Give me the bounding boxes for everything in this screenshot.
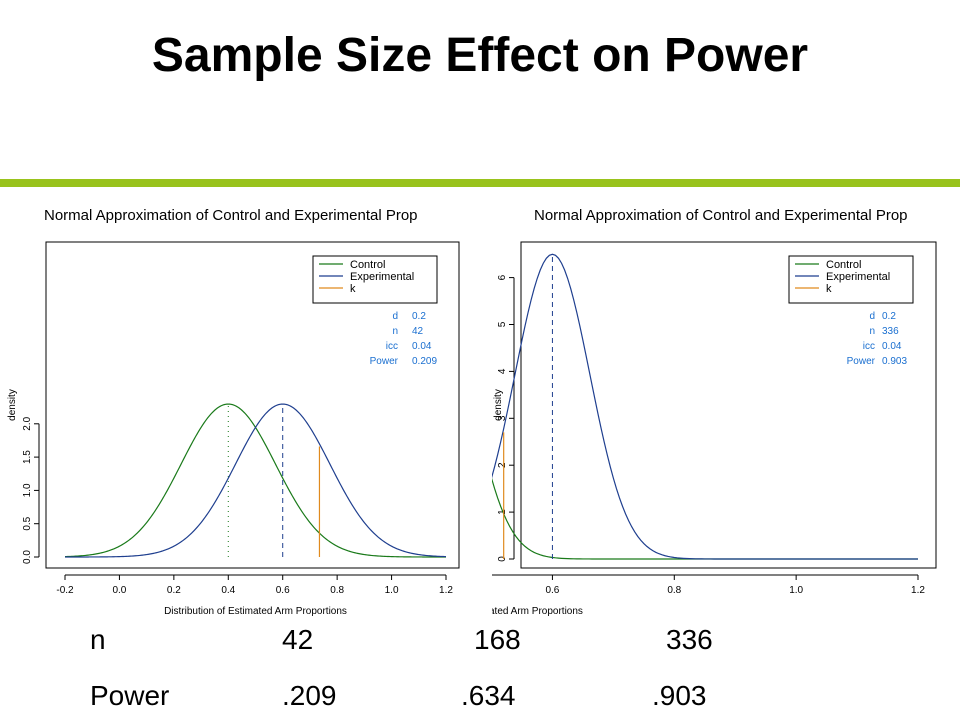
stat-label-icc: icc <box>386 341 398 352</box>
x-axis-label: Distribution of Estimated Arm Proportion… <box>164 606 347 617</box>
x-axis-label: Distribution of Estimated Arm Proportion… <box>492 606 583 617</box>
y-tick-label: 2 <box>497 462 508 468</box>
x-tick-label: 0.4 <box>221 585 235 596</box>
y-tick-label: 0 <box>497 556 508 562</box>
stat-value-d: 0.2 <box>412 311 426 322</box>
plot-frame <box>45 241 460 569</box>
stat-value-icc: 0.04 <box>412 341 432 352</box>
legend-label-experimental: Experimental <box>350 271 414 283</box>
legend-label-k: k <box>826 283 832 295</box>
legend-label-experimental: Experimental <box>826 271 890 283</box>
table-value-power-903: .903 <box>652 680 707 711</box>
x-tick-label: 1.2 <box>911 585 925 596</box>
x-tick-label: 0.8 <box>330 585 344 596</box>
table-value-n-42: 42 <box>282 624 314 655</box>
accent-divider <box>0 179 960 187</box>
x-tick-label: -0.2 <box>56 585 74 596</box>
slide-title: Sample Size Effect on Power <box>151 29 809 82</box>
plot-frame <box>520 241 937 569</box>
y-tick-label: 3 <box>497 415 508 421</box>
density-plot-n42: Normal Approximation of Control and Expe… <box>7 207 460 617</box>
stat-value-n: 336 <box>882 326 899 337</box>
x-tick-label: 0.8 <box>667 585 681 596</box>
y-tick-label: 4 <box>497 368 508 374</box>
table-label-n: n <box>90 624 106 655</box>
y-tick-label: 0.5 <box>22 516 33 530</box>
y-tick-label: 2.0 <box>22 416 33 430</box>
stat-label-n: n <box>392 326 398 337</box>
y-tick-label: 1.0 <box>22 483 33 497</box>
stat-value-icc: 0.04 <box>882 341 902 352</box>
chart-title: Normal Approximation of Control and Expe… <box>534 207 908 224</box>
density-plot-n336: Normal Approximation of Control and Expe… <box>492 207 937 617</box>
y-tick-label: 6 <box>497 274 508 280</box>
legend-label-control: Control <box>350 259 385 271</box>
legend-label-control: Control <box>826 259 861 271</box>
stat-label-power: Power <box>370 356 399 367</box>
chart-title: Normal Approximation of Control and Expe… <box>44 207 418 224</box>
stat-label-icc: icc <box>863 341 875 352</box>
density-curve-experimental <box>492 253 918 560</box>
table-value-n-168: 168 <box>474 624 521 655</box>
stat-label-power: Power <box>847 356 876 367</box>
legend-label-k: k <box>350 283 356 295</box>
stat-label-d: d <box>392 311 398 322</box>
y-axis-label: density <box>7 389 18 421</box>
y-axis-label: density <box>493 389 504 421</box>
x-tick-label: 0.6 <box>545 585 559 596</box>
stat-value-n: 42 <box>412 326 424 337</box>
x-tick-label: 0.0 <box>112 585 126 596</box>
stat-label-d: d <box>869 311 875 322</box>
x-tick-label: 1.2 <box>439 585 453 596</box>
stat-value-d: 0.2 <box>882 311 896 322</box>
x-tick-label: 0.6 <box>276 585 290 596</box>
y-tick-label: 5 <box>497 321 508 327</box>
table-value-n-336: 336 <box>666 624 713 655</box>
table-label-power: Power <box>90 680 170 711</box>
table-value-power-209: .209 <box>282 680 337 711</box>
x-tick-label: 1.0 <box>385 585 399 596</box>
stat-value-power: 0.209 <box>412 356 437 367</box>
x-tick-label: 1.0 <box>789 585 803 596</box>
stat-value-power: 0.903 <box>882 356 907 367</box>
stat-label-n: n <box>869 326 875 337</box>
y-tick-label: 1.5 <box>22 450 33 464</box>
density-curve-experimental <box>65 403 447 558</box>
table-value-power-634: .634 <box>461 680 516 711</box>
y-tick-label: 0.0 <box>22 550 33 564</box>
x-tick-label: 0.2 <box>167 585 181 596</box>
